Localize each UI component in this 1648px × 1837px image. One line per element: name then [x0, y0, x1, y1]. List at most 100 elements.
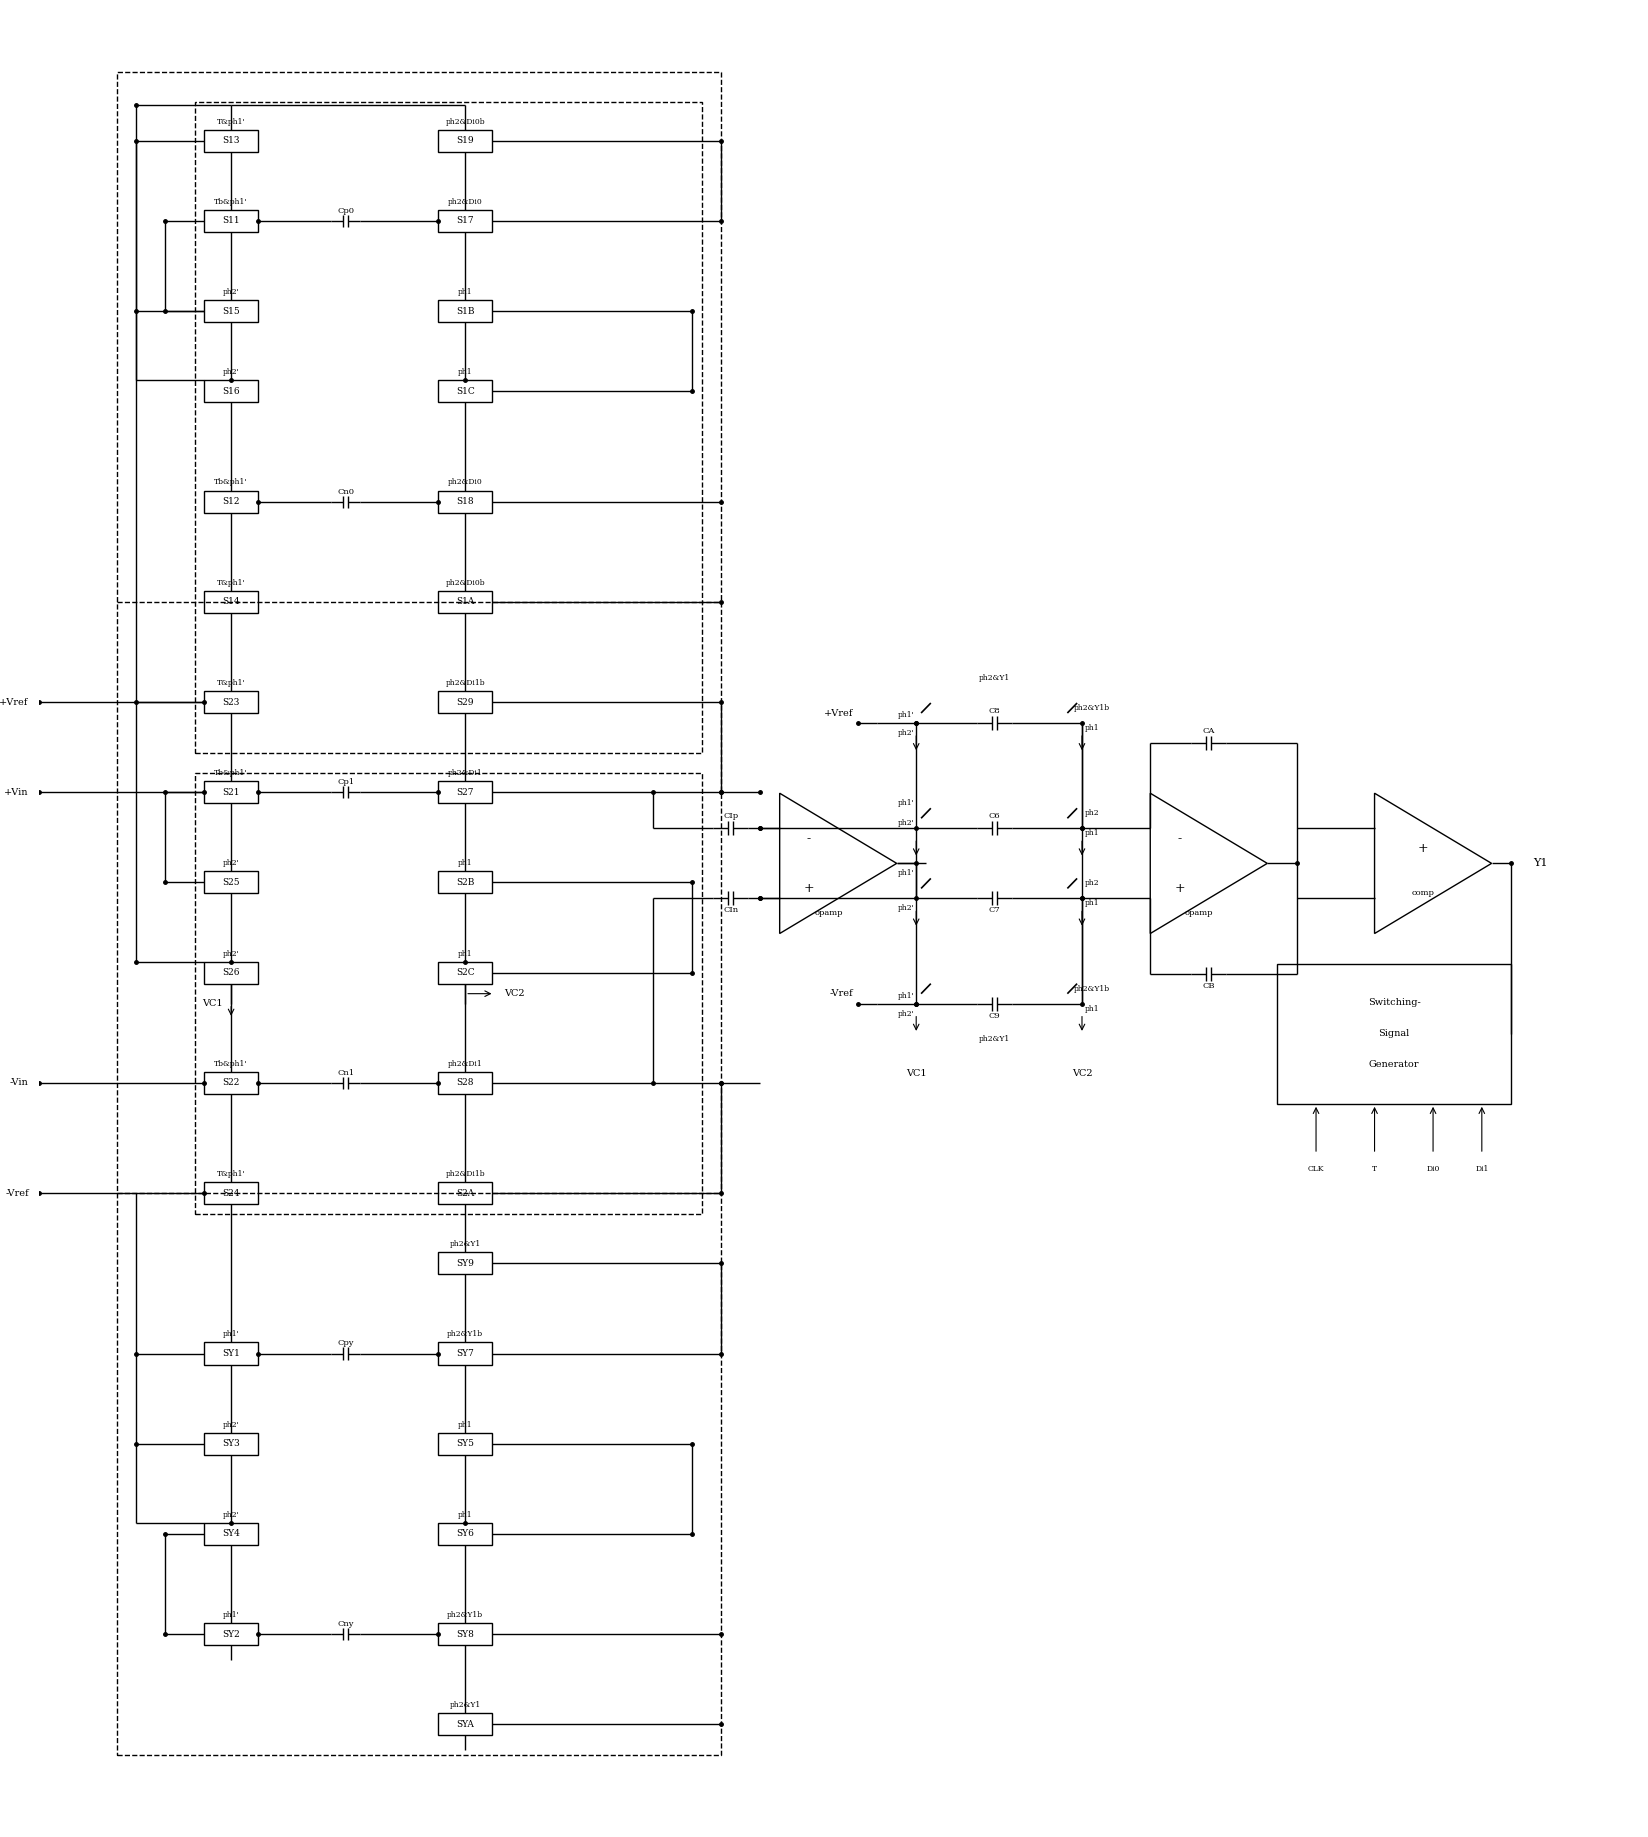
Text: ph2: ph2: [1084, 880, 1098, 887]
Text: T&ph1': T&ph1': [216, 680, 246, 687]
Bar: [438, 1071, 491, 1093]
Text: ph2&Y1b: ph2&Y1b: [447, 1611, 483, 1618]
Text: Tb&ph1': Tb&ph1': [214, 1060, 247, 1067]
Text: +Vref: +Vref: [822, 709, 852, 718]
Text: CA: CA: [1201, 727, 1215, 735]
Text: opamp: opamp: [814, 909, 842, 917]
Bar: [438, 592, 491, 614]
Text: +: +: [1173, 882, 1185, 895]
Text: comp: comp: [1411, 889, 1434, 898]
Bar: [438, 691, 491, 713]
Text: CLK: CLK: [1307, 1165, 1323, 1174]
Text: Di0: Di0: [1426, 1165, 1439, 1174]
Text: ph2': ph2': [898, 819, 915, 827]
Bar: [438, 1624, 491, 1646]
Bar: [438, 490, 491, 513]
Bar: [204, 1343, 257, 1365]
Text: Tb&ph1': Tb&ph1': [214, 478, 247, 487]
Bar: [204, 691, 257, 713]
Text: S12: S12: [222, 498, 239, 505]
Text: ph2&Di1b: ph2&Di1b: [445, 680, 485, 687]
Text: ph2&Y1: ph2&Y1: [450, 1240, 481, 1249]
Text: ph1: ph1: [1084, 828, 1098, 838]
Text: ph1': ph1': [222, 1330, 239, 1339]
Text: S27: S27: [456, 788, 473, 797]
Text: ph2': ph2': [898, 1010, 915, 1018]
Text: ph2: ph2: [1084, 810, 1098, 817]
Text: S28: S28: [456, 1078, 473, 1088]
Text: T&ph1': T&ph1': [216, 1170, 246, 1178]
Bar: [204, 1523, 257, 1545]
Text: S1A: S1A: [456, 597, 475, 606]
Text: SY3: SY3: [222, 1438, 241, 1448]
Text: C9: C9: [987, 1012, 999, 1020]
Text: +: +: [1417, 841, 1427, 854]
Text: ph1: ph1: [458, 288, 473, 296]
Bar: [438, 1253, 491, 1275]
Text: S24: S24: [222, 1189, 239, 1198]
Text: Y1: Y1: [1533, 858, 1547, 869]
Bar: [438, 1343, 491, 1365]
Bar: [438, 781, 491, 803]
Text: Generator: Generator: [1368, 1060, 1419, 1069]
Text: CB: CB: [1201, 981, 1215, 990]
Text: S25: S25: [222, 878, 239, 887]
Text: ph2&Y1: ph2&Y1: [977, 1034, 1009, 1043]
Bar: [204, 1071, 257, 1093]
Text: +Vin: +Vin: [5, 788, 28, 797]
Text: SY8: SY8: [456, 1629, 475, 1639]
Text: ph2': ph2': [222, 1420, 239, 1429]
Text: C6: C6: [987, 812, 999, 821]
Text: -Vref: -Vref: [829, 988, 852, 997]
Text: S11: S11: [222, 217, 239, 226]
Text: SYA: SYA: [456, 1719, 475, 1729]
Bar: [438, 961, 491, 983]
Text: ph2&Di0: ph2&Di0: [448, 198, 483, 206]
Text: -: -: [806, 832, 811, 845]
Text: -: -: [1177, 832, 1182, 845]
Bar: [438, 1181, 491, 1205]
Text: SY9: SY9: [456, 1258, 475, 1268]
Text: S1B: S1B: [455, 307, 475, 316]
Bar: [438, 1714, 491, 1736]
Text: ph2&Di1: ph2&Di1: [448, 770, 483, 777]
Text: Cny: Cny: [338, 1620, 354, 1628]
Text: Signal: Signal: [1378, 1029, 1409, 1038]
Bar: [204, 130, 257, 152]
Text: Cn0: Cn0: [336, 487, 354, 496]
Bar: [204, 871, 257, 893]
Bar: [204, 1433, 257, 1455]
Text: ph2&Di1: ph2&Di1: [448, 1060, 483, 1067]
Text: ph2&Di1b: ph2&Di1b: [445, 1170, 485, 1178]
Text: S2A: S2A: [456, 1189, 475, 1198]
Text: opamp: opamp: [1183, 909, 1213, 917]
Text: SY7: SY7: [456, 1348, 475, 1358]
Bar: [438, 209, 491, 231]
Text: VC1: VC1: [905, 1069, 926, 1078]
Text: ph1': ph1': [898, 992, 915, 999]
Text: ph2': ph2': [222, 288, 239, 296]
Bar: [194, 101, 702, 753]
Text: ph1: ph1: [458, 950, 473, 957]
Text: ph2': ph2': [222, 1510, 239, 1519]
Text: ph1: ph1: [458, 860, 473, 867]
Text: T: T: [1371, 1165, 1376, 1174]
Text: CIp: CIp: [723, 812, 738, 821]
Bar: [204, 1181, 257, 1205]
Text: VC1: VC1: [201, 999, 222, 1009]
Text: Tb&ph1': Tb&ph1': [214, 198, 247, 206]
Text: ph2&Di0b: ph2&Di0b: [445, 118, 485, 125]
Text: ph2&Y1: ph2&Y1: [977, 674, 1009, 682]
Text: VC2: VC2: [503, 988, 524, 997]
Text: ph1': ph1': [898, 711, 915, 718]
Text: S18: S18: [456, 498, 473, 505]
Text: S26: S26: [222, 968, 239, 977]
Text: ph2&Y1b: ph2&Y1b: [447, 1330, 483, 1339]
Text: Cpy: Cpy: [338, 1339, 354, 1348]
Text: C7: C7: [987, 906, 999, 915]
Text: T&ph1': T&ph1': [216, 579, 246, 586]
Text: S14: S14: [222, 597, 239, 606]
Bar: [438, 380, 491, 402]
Text: ph1': ph1': [898, 869, 915, 878]
Text: S29: S29: [456, 698, 473, 707]
